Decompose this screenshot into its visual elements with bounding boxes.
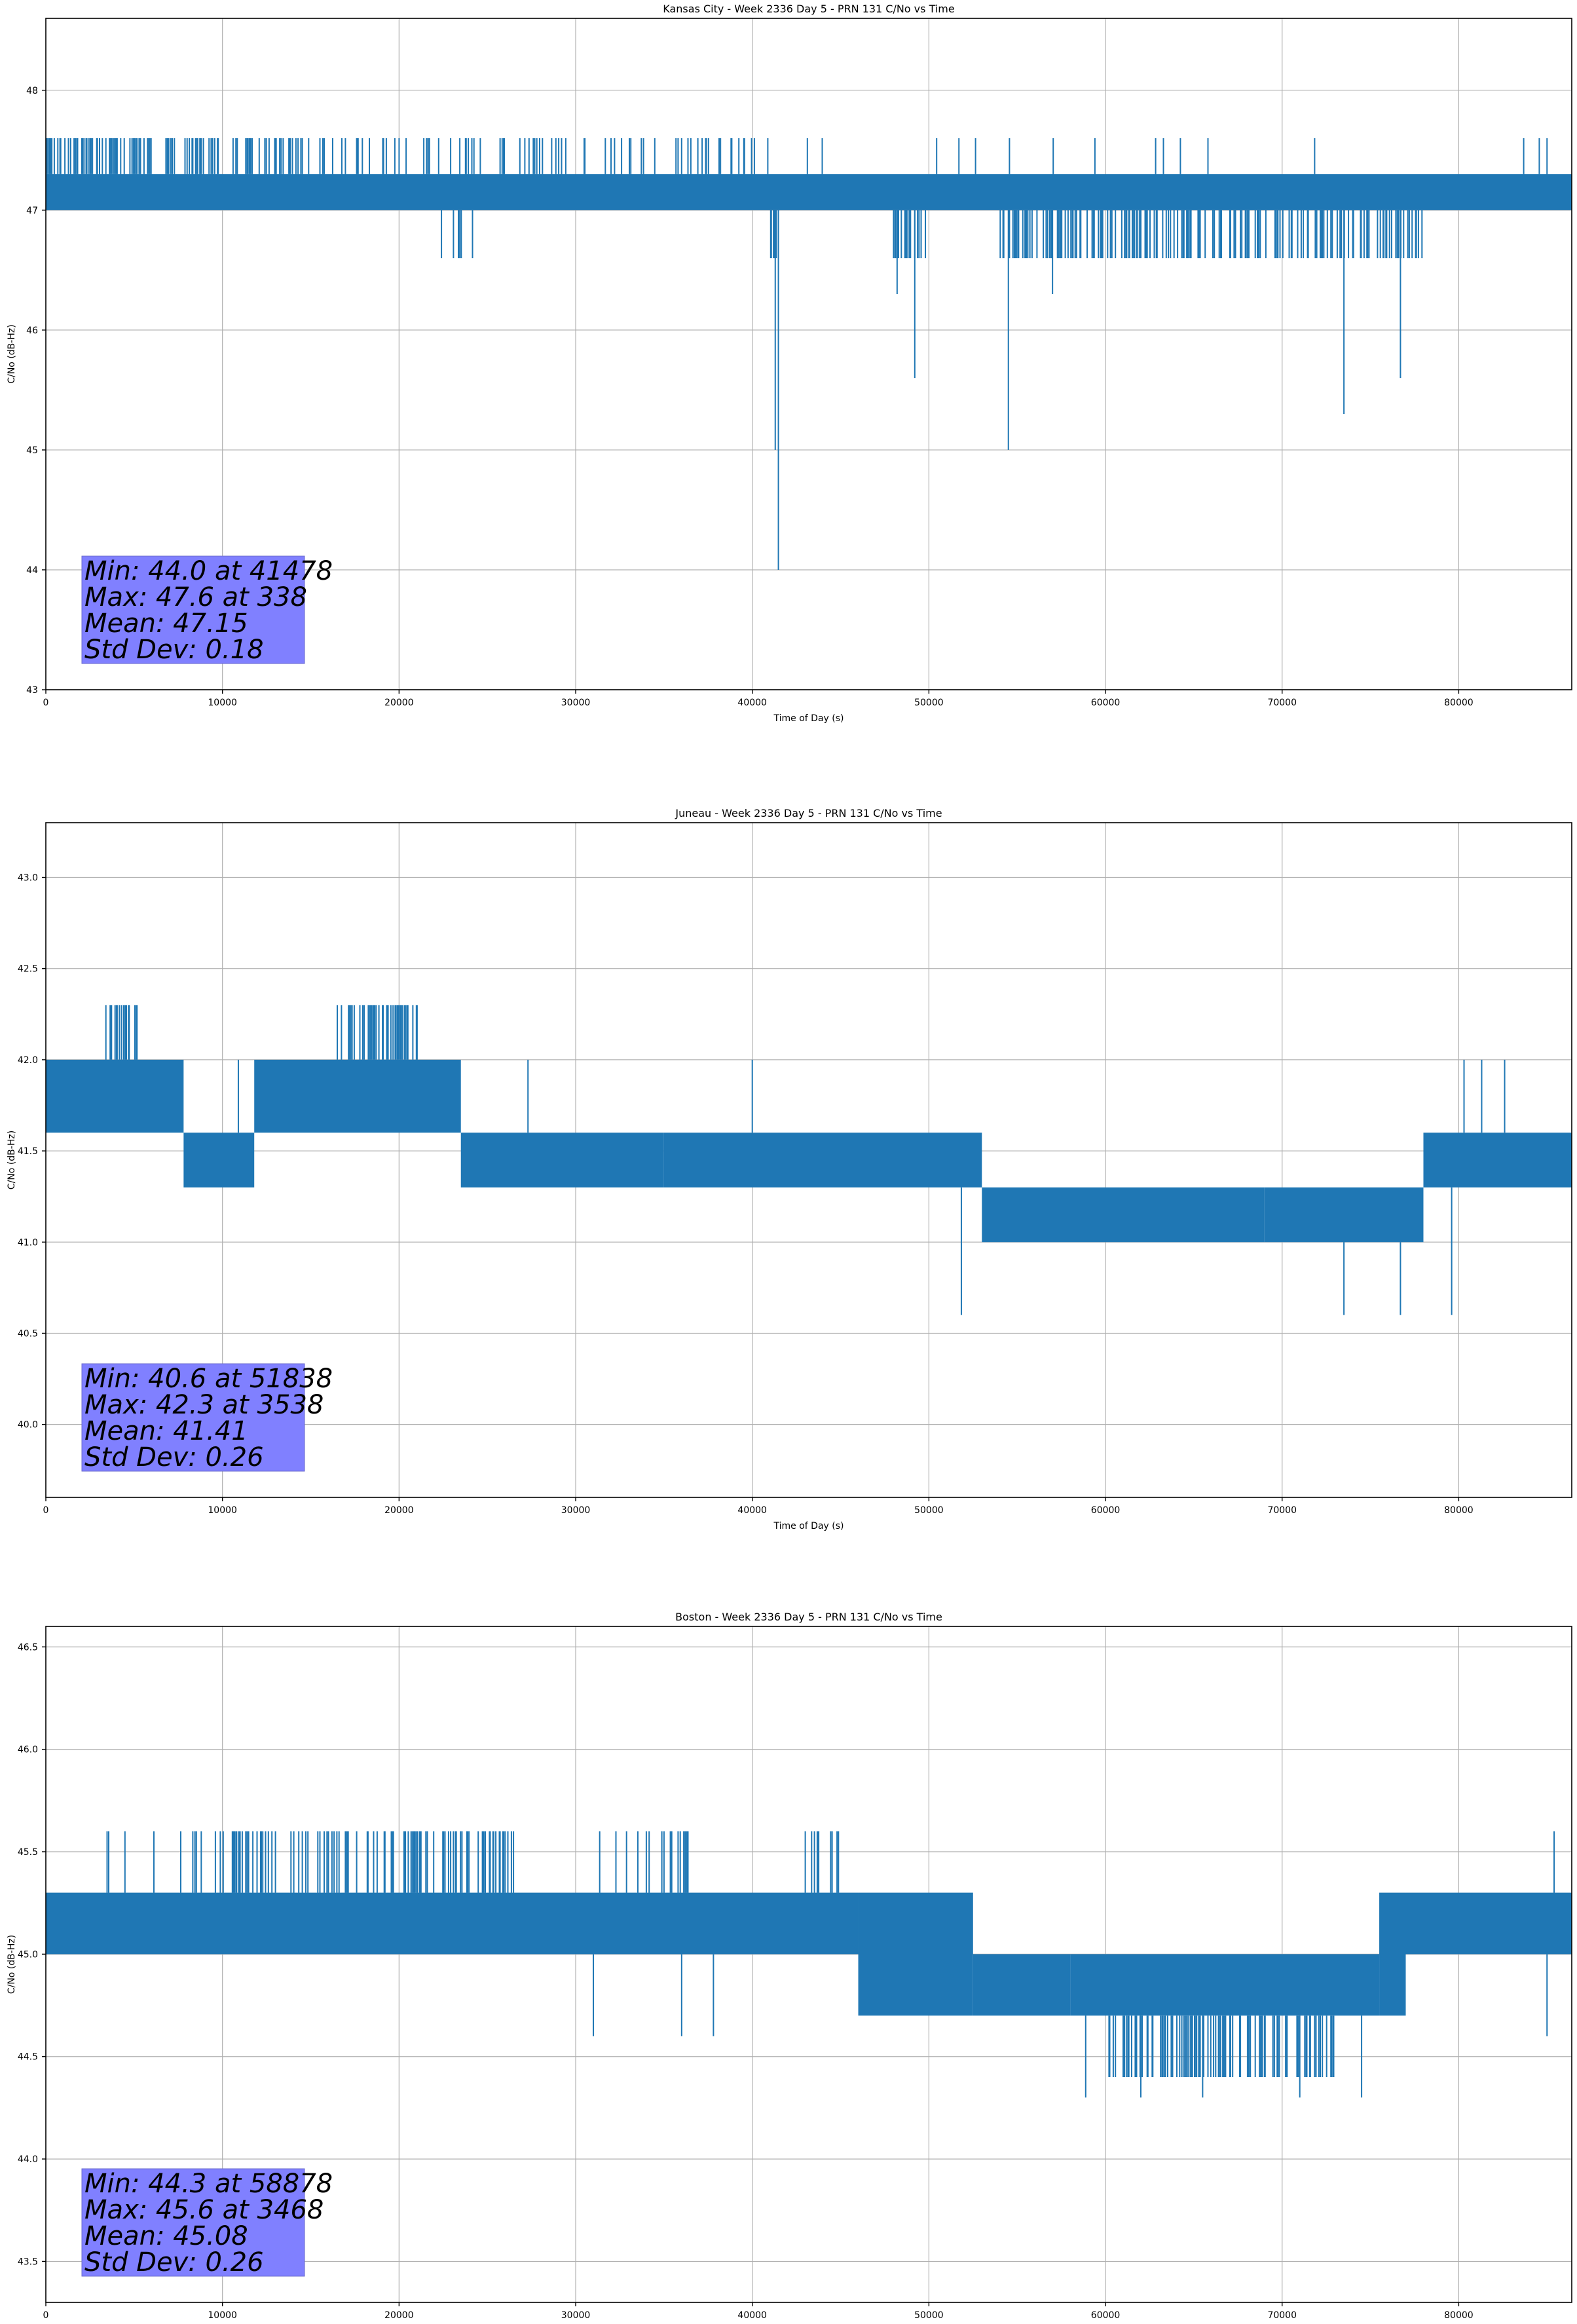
series-band	[254, 1059, 461, 1133]
x-axis-label: Time of Day (s)	[773, 713, 844, 724]
x-axis-label: Time of Day (s)	[773, 1521, 844, 1531]
y-tick-label: 46	[26, 326, 38, 336]
x-tick-label: 80000	[1444, 2310, 1474, 2321]
y-tick-label: 46.5	[18, 1642, 38, 1653]
stats-line: Mean: 41.41	[84, 1416, 248, 1446]
series-cno	[46, 138, 1572, 570]
x-tick-label: 50000	[914, 2310, 944, 2321]
y-axis-label: C/No (dB-Hz)	[7, 1935, 17, 1994]
series-band	[1070, 1954, 1380, 2016]
series-band	[1423, 1133, 1572, 1188]
x-tick-label: 10000	[208, 2310, 237, 2321]
series-band	[663, 1133, 982, 1188]
stats-box	[81, 555, 305, 664]
y-tick-label: 45.0	[18, 1949, 38, 1960]
subplot-1: Kansas City - Week 2336 Day 5 - PRN 131 …	[7, 3, 1572, 724]
x-tick-label: 30000	[561, 2310, 591, 2321]
series-band	[1264, 1187, 1424, 1243]
series-excursions	[105, 1005, 418, 1060]
x-tick-label: 70000	[1267, 698, 1297, 708]
x-tick-label: 20000	[384, 2310, 414, 2321]
y-tick-label: 44.0	[18, 2154, 38, 2165]
series-band	[982, 1187, 1265, 1243]
x-tick-label: 60000	[1091, 698, 1121, 708]
x-tick-label: 30000	[561, 1505, 591, 1516]
stats-line: Min: 44.3 at 58878	[84, 2169, 333, 2199]
x-tick-label: 50000	[914, 698, 944, 708]
series-excursions	[46, 138, 1540, 259]
x-tick-label: 60000	[1091, 2310, 1121, 2321]
y-tick-label: 44.5	[18, 2052, 38, 2063]
series-band	[460, 1133, 664, 1188]
stats-line: Max: 45.6 at 3468	[84, 2195, 324, 2225]
stats-line: Max: 47.6 at 338	[84, 582, 307, 612]
subplot-2: Juneau - Week 2336 Day 5 - PRN 131 C/No …	[7, 807, 1572, 1531]
x-tick-label: 80000	[1444, 1505, 1474, 1516]
stats-box	[81, 2168, 305, 2277]
y-tick-label: 44	[26, 565, 38, 576]
series-band	[1379, 1892, 1406, 2016]
y-tick-label: 46.0	[18, 1745, 38, 1755]
x-tick-label: 10000	[208, 698, 237, 708]
axes-frame	[45, 18, 1572, 690]
y-tick-label: 40.5	[18, 1328, 38, 1339]
y-tick-label: 41.0	[18, 1237, 38, 1248]
y-tick-label: 48	[26, 86, 38, 96]
y-axis-label: C/No (dB-Hz)	[7, 1131, 17, 1190]
series-band	[46, 1892, 859, 1955]
x-tick-label: 40000	[737, 1505, 767, 1516]
series-band	[46, 1059, 184, 1133]
series-excursions	[108, 1831, 1335, 2077]
x-tick-label: 80000	[1444, 698, 1474, 708]
series-cno	[46, 1831, 1572, 2098]
stats-line: Mean: 47.15	[84, 609, 248, 639]
stats-box	[81, 1363, 305, 1472]
subplot-3: Boston - Week 2336 Day 5 - PRN 131 C/No …	[7, 1611, 1572, 2321]
x-tick-label: 20000	[384, 698, 414, 708]
x-tick-label: 0	[43, 698, 49, 708]
x-tick-label: 70000	[1267, 2310, 1297, 2321]
y-tick-label: 47	[26, 206, 38, 216]
stats-line: Mean: 45.08	[84, 2221, 248, 2251]
y-tick-label: 41.5	[18, 1146, 38, 1157]
x-tick-label: 10000	[208, 1505, 237, 1516]
chart-title: Kansas City - Week 2336 Day 5 - PRN 131 …	[663, 3, 954, 15]
y-tick-label: 43.5	[18, 2257, 38, 2267]
stats-line: Max: 42.3 at 3538	[84, 1390, 324, 1420]
series-band	[973, 1954, 1071, 2016]
x-tick-label: 70000	[1267, 1505, 1297, 1516]
y-tick-label: 40.0	[18, 1420, 38, 1431]
series-cno	[46, 1005, 1572, 1315]
series-band	[183, 1133, 255, 1188]
stats-line: Min: 40.6 at 51838	[84, 1364, 333, 1394]
y-tick-label: 43.0	[18, 873, 38, 884]
x-tick-label: 60000	[1091, 1505, 1121, 1516]
series-band	[1405, 1892, 1572, 1955]
stats-line: Min: 44.0 at 41478	[84, 556, 333, 586]
x-tick-label: 30000	[561, 698, 591, 708]
x-tick-label: 0	[43, 2310, 49, 2321]
stats-line: Std Dev: 0.26	[84, 1442, 264, 1472]
series-band	[858, 1892, 973, 2016]
chart-title: Boston - Week 2336 Day 5 - PRN 131 C/No …	[675, 1611, 942, 1623]
y-tick-label: 45	[26, 445, 38, 456]
stats-line: Std Dev: 0.26	[84, 2247, 264, 2277]
series-band	[46, 174, 1572, 210]
y-tick-label: 43	[26, 685, 38, 696]
axes-frame	[45, 822, 1572, 1498]
chart-title: Juneau - Week 2336 Day 5 - PRN 131 C/No …	[675, 807, 942, 819]
axes-frame	[45, 1626, 1572, 2303]
y-axis-label: C/No (dB-Hz)	[7, 324, 17, 383]
x-tick-label: 40000	[737, 2310, 767, 2321]
x-tick-label: 40000	[737, 698, 767, 708]
x-tick-label: 50000	[914, 1505, 944, 1516]
y-tick-label: 45.5	[18, 1847, 38, 1858]
x-tick-label: 0	[43, 1505, 49, 1516]
y-tick-label: 42.5	[18, 964, 38, 975]
x-tick-label: 20000	[384, 1505, 414, 1516]
stats-line: Std Dev: 0.18	[84, 635, 264, 665]
y-tick-label: 42.0	[18, 1055, 38, 1066]
